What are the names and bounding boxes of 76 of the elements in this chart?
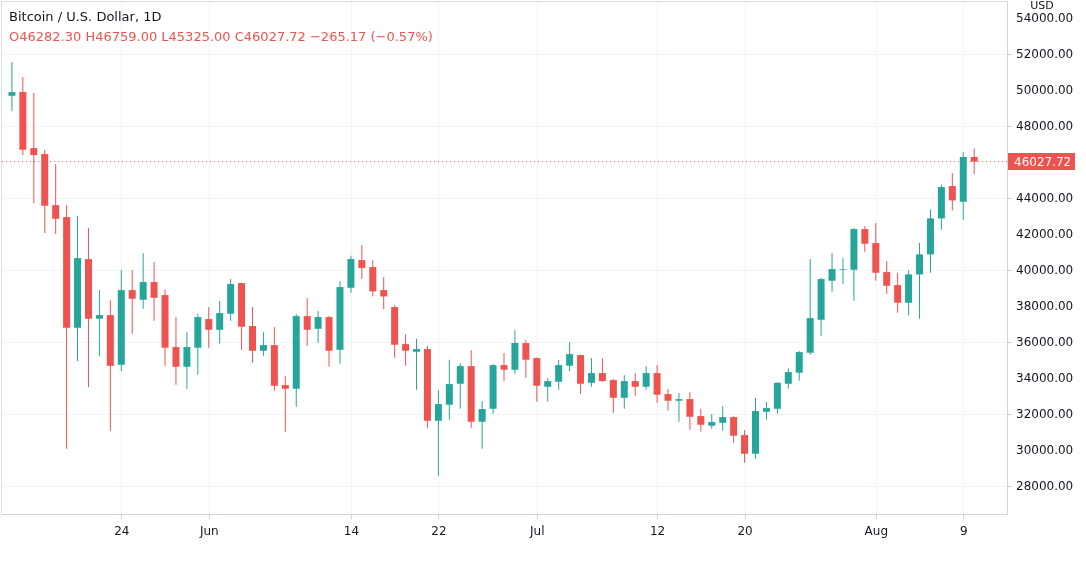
x-tick-label: 24 xyxy=(114,523,130,538)
candlestick xyxy=(402,333,410,367)
candlestick xyxy=(555,359,563,391)
y-tick-label: 44000.00 xyxy=(1016,191,1074,206)
candlestick xyxy=(380,276,388,310)
candlestick xyxy=(784,367,792,390)
text: Bitcoin / U.S. Dollar, 1D xyxy=(9,9,162,24)
candlestick xyxy=(719,405,727,432)
candlestick xyxy=(598,357,606,383)
x-tick-label: Jun xyxy=(198,523,219,538)
candlestick xyxy=(620,374,628,410)
y-tick-label: 28000.00 xyxy=(1016,479,1074,494)
candlestick xyxy=(566,341,574,372)
candlestick xyxy=(948,172,956,211)
candlestick xyxy=(741,429,749,464)
candlestick xyxy=(95,289,103,357)
candlestick xyxy=(172,316,180,386)
x-tick-label: Aug xyxy=(864,523,888,538)
candlestick xyxy=(828,252,836,293)
candlestick xyxy=(314,310,322,344)
candlestick xyxy=(544,377,552,403)
candlestick xyxy=(445,359,453,421)
candlestick xyxy=(8,61,16,112)
candlestick xyxy=(916,242,924,320)
y-tick-label: 42000.00 xyxy=(1016,227,1074,242)
y-tick-label: 50000.00 xyxy=(1016,83,1074,98)
x-tick-label: 9 xyxy=(959,523,968,538)
candlestick xyxy=(52,163,60,235)
y-tick-label: 32000.00 xyxy=(1016,407,1074,422)
candlestick xyxy=(500,352,508,382)
candlestick xyxy=(839,257,847,285)
y-tick-label: 30000.00 xyxy=(1016,443,1074,458)
candlestick xyxy=(183,331,191,390)
y-tick-label: 48000.00 xyxy=(1016,119,1074,134)
candlestick xyxy=(631,372,639,397)
candlestick xyxy=(281,375,289,433)
y-tick-label: 52000.00 xyxy=(1016,47,1074,62)
candlestick xyxy=(434,389,442,477)
y-tick-label: 54000.00 xyxy=(1016,11,1074,26)
candlestick xyxy=(216,300,224,345)
ref-line-label: 46027.72 xyxy=(1014,154,1072,169)
candlestick xyxy=(522,339,530,379)
candlestick xyxy=(150,261,158,322)
text: O46282.30 H46759.00 L45325.00 C46027.72 −265.17 (−0.57%) xyxy=(9,29,433,44)
x-tick-label: 22 xyxy=(431,523,447,538)
candlestick xyxy=(128,269,136,335)
y-axis-title: USD xyxy=(1030,0,1054,12)
candlestick xyxy=(883,260,891,295)
x-tick-label: 12 xyxy=(649,523,666,538)
y-tick-label: 36000.00 xyxy=(1016,335,1074,350)
candlestick xyxy=(609,378,617,414)
candlestick xyxy=(686,391,694,431)
candlestick xyxy=(664,388,672,412)
candlestick xyxy=(697,408,705,433)
candlestick xyxy=(478,400,486,450)
candlestick xyxy=(413,338,421,391)
candlestick xyxy=(894,272,902,314)
candlestick xyxy=(795,350,803,382)
candlestick xyxy=(139,252,147,310)
candlestick xyxy=(861,225,869,253)
candlestick xyxy=(358,244,366,280)
candlestick xyxy=(205,306,213,349)
candlestick xyxy=(642,365,650,391)
x-tick-label: 14 xyxy=(343,523,360,538)
y-tick-label: 40000.00 xyxy=(1016,263,1074,278)
x-tick-label: 20 xyxy=(737,523,753,538)
candlestick xyxy=(456,362,464,410)
candlestick xyxy=(730,415,738,444)
candlestick xyxy=(303,297,311,347)
candlestick xyxy=(675,392,683,423)
x-tick-label: Jul xyxy=(529,523,545,538)
candlestick xyxy=(587,357,595,388)
candlestick xyxy=(259,331,267,357)
y-tick-label: 38000.00 xyxy=(1016,299,1074,314)
candlestick xyxy=(653,364,661,404)
y-tick-label: 34000.00 xyxy=(1016,371,1074,386)
